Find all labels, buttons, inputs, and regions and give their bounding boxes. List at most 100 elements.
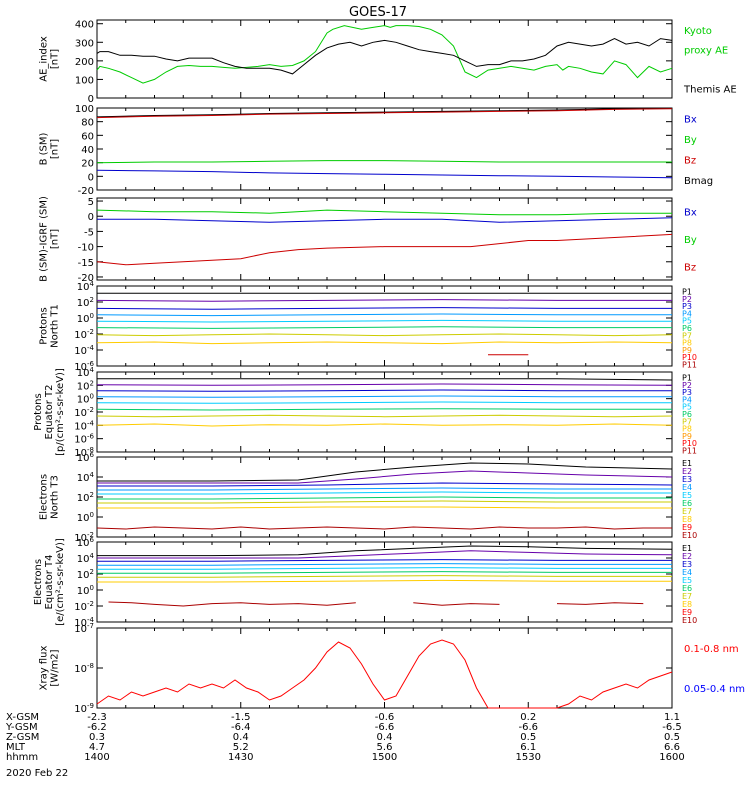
legend-entry: P4: [682, 309, 692, 318]
y-tick-label: -10: [78, 243, 94, 254]
series-e4: [97, 487, 672, 491]
series-p5: [96, 401, 672, 404]
y-tick-label: 80: [81, 118, 94, 129]
x-row-value: -6.6: [375, 722, 395, 733]
x-row-value: 1600: [659, 752, 684, 763]
legend-entry: P11: [682, 360, 697, 369]
legend-entry: P4: [682, 395, 692, 404]
x-row-value: 1.1: [664, 712, 680, 723]
legend-entry: E10: [682, 616, 697, 625]
legend-entry: P1: [682, 288, 692, 297]
y-tick-label: 100: [77, 393, 94, 406]
series-e5: [97, 567, 672, 570]
y-tick-label: 102: [77, 568, 94, 581]
y-tick-label: 100: [75, 75, 94, 86]
y-tick-label: 104: [77, 366, 95, 379]
y-tick-label: 10-8: [74, 446, 94, 459]
x-row-value: 0.5: [664, 732, 680, 743]
x-row-label: X-GSM: [6, 712, 39, 723]
y-tick-label: 10-2: [74, 406, 94, 419]
y-axis-label: AE_index: [39, 36, 50, 82]
x-row-value: 5.6: [377, 742, 393, 753]
y-axis-label: B (SM)-IGRF (SM): [39, 196, 50, 282]
panel-frame: [96, 627, 673, 709]
legend-entry: Kyoto: [684, 26, 712, 37]
legend-entry: E6: [682, 499, 692, 508]
legend-entry: P3: [682, 302, 692, 311]
series-bz: [96, 108, 673, 119]
y-axis-label: Equator T2: [44, 385, 55, 440]
legend-entry: Themis AE: [683, 84, 737, 95]
legend-entry: P5: [682, 403, 692, 412]
series-p4: [96, 395, 672, 398]
y-axis-label: [nT]: [50, 139, 61, 159]
series-e4: [97, 563, 672, 566]
y-tick-label: 400: [75, 20, 94, 31]
y-axis-label: [nT]: [50, 229, 61, 249]
x-row-value: 1530: [516, 752, 541, 763]
y-tick-label: 10-8: [74, 662, 94, 675]
series-p5: [96, 319, 672, 323]
x-row-value: 0.3: [89, 732, 105, 743]
y-tick-label: 100: [75, 104, 94, 115]
series-p8: [96, 341, 673, 345]
panel-ae: 0 100 200 300 400 AE_index [nT] Kyoto proxy AE Th…: [39, 19, 737, 105]
y-tick-label: 10-6: [74, 360, 94, 373]
x-row-value: -1.5: [231, 712, 251, 723]
series-e10: [108, 601, 356, 607]
series-e7: [97, 575, 672, 578]
y-axis-label: Xray flux: [39, 646, 50, 691]
legend-entry: E2: [682, 467, 692, 476]
panel-frame: [96, 285, 673, 367]
y-axis-label: North T1: [50, 304, 61, 348]
series-e3: [97, 559, 672, 562]
legend-entry: P3: [682, 388, 692, 397]
legend-entry: Bmag: [684, 176, 713, 187]
y-tick-label: -15: [78, 258, 94, 269]
panel-eequator: 10-4 10-2 100 102 104 106 Electrons Equator T4[…: [33, 536, 697, 629]
y-axis-label: Electrons: [39, 474, 50, 520]
date-label: 2020 Feb 22: [6, 768, 68, 779]
legend-entry: P2: [682, 295, 692, 304]
y-tick-label: 104: [77, 471, 95, 484]
x-row-value: -6.6: [518, 722, 538, 733]
x-row-value: 1430: [228, 752, 253, 763]
series-e8: [97, 506, 672, 509]
series-e10c: [556, 602, 644, 605]
legend-entry: P9: [682, 432, 692, 441]
legend-entry: By: [684, 235, 697, 246]
x-row-value: 0.4: [377, 732, 393, 743]
legend-entry: 0.05-0.4 nm: [684, 684, 745, 695]
legend-entry: E1: [682, 459, 692, 468]
x-row-value: 5.2: [233, 742, 249, 753]
legend-entry: proxy AE: [684, 45, 728, 56]
legend-entry: E4: [682, 568, 692, 577]
series-themis-ae: [96, 38, 673, 75]
x-row-value: -6.4: [231, 722, 251, 733]
series-p6: [96, 408, 672, 411]
series-e1: [97, 545, 673, 557]
series-p2: [96, 299, 672, 302]
series-p7: [96, 333, 673, 337]
y-tick-label: -20: [78, 273, 94, 284]
y-tick-label: 100: [77, 312, 94, 325]
series-e2: [97, 550, 673, 559]
y-tick-label: 0: [88, 212, 94, 223]
series-0-1-0-8-nm: [96, 639, 673, 709]
legend-entry: P8: [682, 425, 692, 434]
series-e10: [96, 526, 672, 530]
y-tick-label: 10-2: [74, 531, 94, 544]
legend-entry: P8: [682, 339, 692, 348]
series-bx: [97, 217, 673, 223]
legend-entry: P5: [682, 317, 692, 326]
y-axis-label: [p/(cm²-s-sr-keV)]: [55, 368, 66, 456]
y-tick-label: 0: [88, 172, 94, 183]
legend-entry: Bz: [684, 262, 696, 273]
legend-entry: 0.1-0.8 nm: [684, 644, 739, 655]
legend-entry: P10: [682, 353, 697, 362]
series-bz: [96, 233, 673, 266]
legend-entry: P10: [682, 439, 697, 448]
legend-entry: E9: [682, 523, 692, 532]
